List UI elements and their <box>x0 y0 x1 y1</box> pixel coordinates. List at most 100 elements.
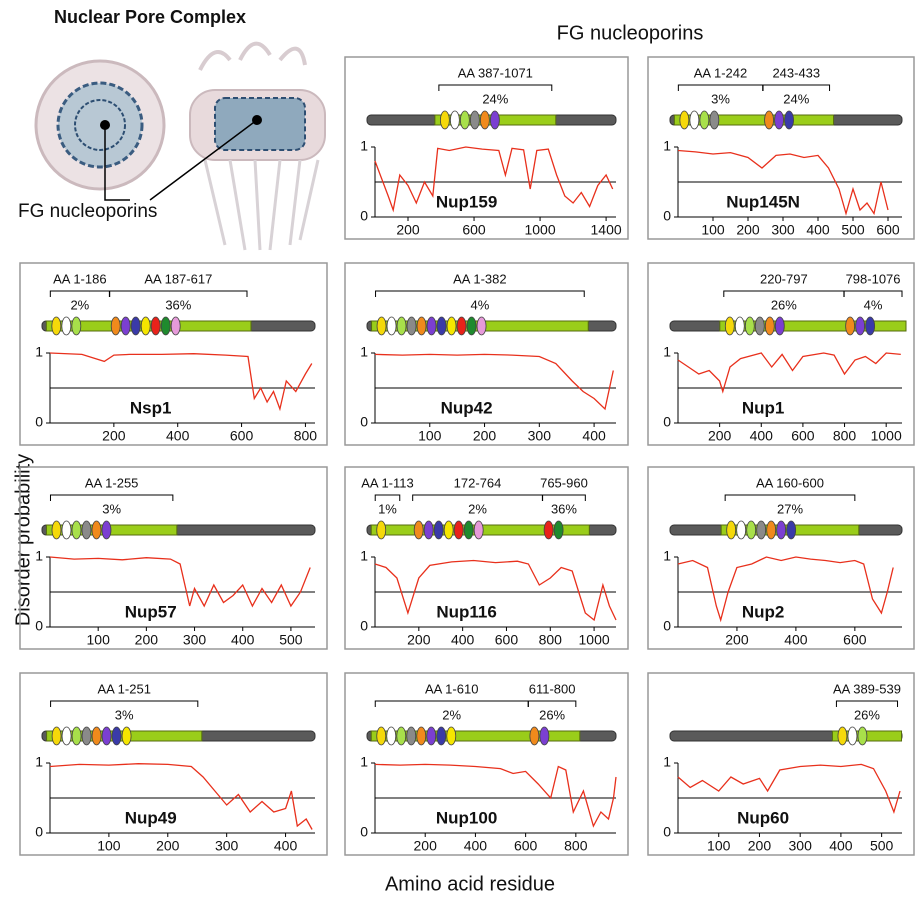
fg-repeat <box>680 111 689 129</box>
fg-repeat <box>755 317 764 335</box>
fg-repeat <box>82 727 91 745</box>
fg-repeat <box>377 727 386 745</box>
x-tick-label: 200 <box>473 428 497 444</box>
y-tick-label: 1 <box>663 754 671 770</box>
region-bracket <box>844 291 902 297</box>
region-percent: 1% <box>378 501 397 516</box>
fg-repeat <box>440 111 449 129</box>
x-axis-label: Amino acid residue <box>385 873 555 895</box>
protein-name: Nup116 <box>436 602 496 621</box>
fg-repeat <box>171 317 180 335</box>
fg-repeat <box>745 317 754 335</box>
fg-repeat <box>72 317 81 335</box>
fg-repeat <box>52 521 61 539</box>
panel: AA 387-107124%0120060010001400Nup159 <box>345 57 628 239</box>
x-tick-label: 1000 <box>579 632 610 648</box>
x-tick-label: 400 <box>582 428 606 444</box>
region-bracket <box>51 701 198 707</box>
protein-name: Nup100 <box>436 808 497 827</box>
fg-repeat <box>102 727 111 745</box>
region-bracket <box>376 291 585 297</box>
panel: AA 1-2423%243-43324%01100200300400500600… <box>648 57 914 239</box>
region-bracket <box>439 85 552 91</box>
fg-repeat <box>387 317 396 335</box>
fg-repeat <box>450 111 459 129</box>
region-label: AA 1-113 <box>361 475 414 490</box>
region-bracket <box>763 85 830 91</box>
fg-repeat <box>858 727 867 745</box>
x-tick-label: 300 <box>789 838 813 854</box>
x-tick-label: 600 <box>495 632 519 648</box>
disorder-line <box>50 764 312 830</box>
fg-repeat <box>474 521 483 539</box>
protein-name: Nup60 <box>737 808 789 827</box>
region-percent: 4% <box>864 297 883 312</box>
x-tick-label: 300 <box>771 222 795 238</box>
panel: 220-79726%798-10764%012004006008001000Nu… <box>648 263 914 445</box>
region-percent: 26% <box>771 297 797 312</box>
x-tick-label: 400 <box>829 838 853 854</box>
x-tick-label: 600 <box>791 428 815 444</box>
region-label: AA 1-186 <box>53 271 107 286</box>
region-percent: 26% <box>854 707 880 722</box>
x-tick-label: 400 <box>231 632 255 648</box>
region-percent: 24% <box>783 91 809 106</box>
region-bracket <box>725 495 855 501</box>
fg-repeat <box>727 521 736 539</box>
region-bracket <box>50 495 172 501</box>
fg-repeat <box>848 727 857 745</box>
region-label: AA 1-382 <box>453 271 507 286</box>
fg-repeat <box>757 521 766 539</box>
panel: AA 1-6102%611-80026%01200400600800Nup100 <box>345 673 628 855</box>
x-tick-label: 100 <box>418 428 442 444</box>
region-percent: 24% <box>482 91 508 106</box>
region-label: 243-433 <box>772 65 820 80</box>
panel-frame <box>20 673 327 855</box>
fg-repeat <box>141 317 150 335</box>
x-tick-label: 800 <box>294 428 318 444</box>
region-bracket <box>50 291 109 297</box>
fg-repeat <box>92 521 101 539</box>
region-percent: 36% <box>165 297 191 312</box>
x-tick-label: 400 <box>784 632 808 648</box>
region-percent: 3% <box>711 91 730 106</box>
panel-frame <box>345 57 628 239</box>
x-tick-label: 300 <box>183 632 207 648</box>
y-tick-label: 1 <box>663 138 671 154</box>
npc-label: FG nucleoporins <box>18 201 157 222</box>
fg-repeat <box>434 521 443 539</box>
y-tick-label: 0 <box>360 208 368 224</box>
fg-repeat <box>82 521 91 539</box>
fg-repeat <box>387 727 396 745</box>
y-tick-label: 0 <box>663 618 671 634</box>
panel: AA 1-2553%01100200300400500Nup57 <box>20 467 327 649</box>
fg-repeat <box>427 727 436 745</box>
header: FG nucleoporins <box>557 22 704 44</box>
x-tick-label: 200 <box>414 838 438 854</box>
fg-repeat <box>414 521 423 539</box>
fg-repeat <box>710 111 719 129</box>
fg-repeat <box>437 727 446 745</box>
page: Nuclear Pore Complex FG nucleoporins FG … <box>0 0 917 900</box>
panel-frame <box>648 263 914 445</box>
disorder-line <box>678 353 901 392</box>
x-tick-label: 500 <box>841 222 865 238</box>
y-tick-label: 0 <box>360 618 368 634</box>
x-tick-label: 200 <box>708 428 732 444</box>
region-label: AA 187-617 <box>144 271 212 286</box>
region-percent: 3% <box>102 501 121 516</box>
protein-name: Nup1 <box>742 398 785 417</box>
x-tick-label: 800 <box>539 632 563 648</box>
fg-repeat <box>544 521 553 539</box>
fg-repeat <box>735 317 744 335</box>
fg-repeat <box>62 521 71 539</box>
fg-repeat <box>72 521 81 539</box>
fg-repeat <box>377 317 386 335</box>
panel-frame <box>648 467 914 649</box>
x-tick-label: 400 <box>274 838 298 854</box>
fg-repeat <box>112 727 121 745</box>
x-tick-label: 500 <box>279 632 303 648</box>
disorder-line <box>678 557 893 620</box>
y-tick-label: 1 <box>663 548 671 564</box>
